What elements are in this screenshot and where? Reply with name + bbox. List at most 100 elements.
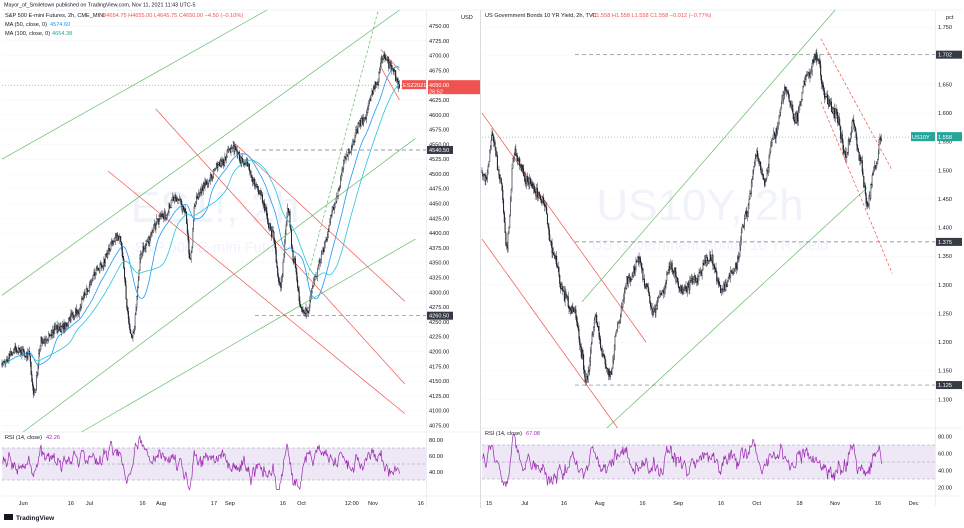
l-candle-body	[359, 120, 361, 127]
r-candle-body	[562, 289, 564, 292]
l-candle-body	[192, 227, 194, 247]
l-candle-body	[256, 184, 258, 187]
l-candle-body	[324, 241, 326, 244]
r-candle-body	[651, 308, 653, 315]
r-candle-body	[642, 268, 644, 280]
r-candle-body	[773, 132, 775, 140]
l-ytick: 4725.00	[429, 39, 449, 45]
l-candle-body	[188, 239, 190, 254]
r-candle-body	[609, 371, 611, 377]
l-candle-body	[131, 336, 133, 338]
l-candle-body	[170, 199, 172, 208]
r-candle-body	[607, 368, 609, 375]
r-candle-body	[782, 95, 784, 101]
l-candle-body	[55, 326, 57, 331]
r-candle-body	[848, 139, 850, 142]
r-candle-body	[683, 290, 685, 294]
l-candle-body	[336, 195, 338, 197]
l-candle-body	[381, 58, 383, 63]
r-candle-body	[706, 257, 708, 266]
l-candle-body	[206, 182, 208, 185]
l-candle-body	[261, 194, 263, 203]
l-candle-body	[338, 187, 340, 191]
l-candle-body	[124, 277, 126, 286]
r-candle-body	[733, 269, 735, 272]
r-candle-body	[629, 277, 631, 280]
l-ytick: 4600.00	[429, 113, 449, 119]
r-candle-body	[671, 262, 673, 273]
r-xtick: Jul	[521, 501, 528, 507]
l-candle-body	[43, 338, 45, 344]
r-candle-body	[740, 239, 742, 246]
l-candle-body	[183, 206, 185, 211]
r-candle-body	[668, 265, 670, 271]
sp500-time-axis[interactable]: Jun 16 Jul 16 Aug 17 Sep 16 Oct 12:00 Nov 16	[19, 501, 424, 507]
l-candle-body	[189, 258, 191, 260]
l-candle-body	[153, 224, 155, 233]
r-candle-body	[688, 281, 690, 290]
l-level-tag	[427, 311, 453, 320]
r-candle-body	[685, 286, 687, 289]
r-candle-body	[654, 308, 656, 313]
r-candle-body	[826, 94, 828, 97]
r-candle-body	[854, 127, 856, 132]
l-candle-body	[234, 146, 236, 153]
l-candle-body	[196, 196, 198, 199]
sp500-panel[interactable]: ES1!, 2h S&P 500 E-mini Futures 4750.004…	[1, 9, 480, 507]
r-candle-body	[566, 296, 568, 299]
l-candle-body	[211, 177, 213, 180]
r-candle-body	[822, 82, 824, 88]
l-candle-body	[297, 279, 299, 288]
r-candle-body	[697, 276, 699, 284]
r-xtick: Dec	[909, 501, 919, 507]
l-candle-body	[17, 351, 19, 353]
l-candle-body	[283, 253, 285, 263]
r-price-tag	[937, 132, 962, 142]
l-candle-body	[58, 326, 60, 330]
sp500-candles	[1, 50, 400, 399]
l-candle-body	[85, 288, 87, 296]
r-candle-body	[753, 161, 755, 167]
r-candle-body	[819, 59, 821, 66]
r-candle-body	[641, 267, 643, 269]
l-candle-body	[66, 324, 68, 327]
l-candle-body	[112, 240, 114, 244]
r-xtick: Aug	[595, 501, 605, 507]
l-candle-body	[147, 237, 149, 242]
us10y-rsi-label: RSI (14, close)	[485, 431, 522, 437]
us10y-legend-title: US Government Bonds 10 YR Yield, 2h, TVC	[485, 13, 597, 19]
l-candle-body	[132, 331, 134, 338]
r-candle-body	[669, 265, 671, 270]
r-candle-body	[582, 350, 584, 355]
r-candle-body	[556, 265, 558, 268]
l-candle-body	[217, 164, 219, 168]
us10y-panel[interactable]: US10Y, 2h US Government Bonds 10 YR Yiel…	[481, 9, 962, 507]
r-xtick: 16	[875, 501, 881, 507]
l-ytick: 4350.00	[429, 261, 449, 267]
l-candle-body	[291, 229, 293, 248]
r-candle-body	[682, 289, 684, 294]
l-candle-body	[107, 254, 109, 258]
r-candle-body	[797, 112, 799, 122]
r-candle-body	[816, 52, 818, 61]
us10y-yield-axis[interactable]: 1.7501.7001.6501.6001.5501.5001.4501.400…	[938, 25, 952, 403]
us10y-time-axis[interactable]: 15 Jul 16 Aug 16 Sep 16 Oct 18 Nov 16 Dec	[486, 501, 919, 507]
l-candle-body	[175, 195, 177, 200]
r-candle-body	[679, 287, 681, 291]
sp500-price-axis[interactable]: 4750.00 4725.00 4700.00 4675.00 4650.00 4625.…	[429, 24, 449, 430]
r-candle-body	[525, 181, 527, 184]
l-candle-body	[196, 196, 198, 204]
r-candle-body	[543, 203, 545, 206]
r-ytick: 1.350	[938, 254, 952, 260]
l-candle-body	[71, 312, 73, 314]
r-candle-body	[670, 264, 672, 270]
sp500-rsi-pane: 80.00 60.00 40.00	[2, 434, 443, 491]
l-candle-body	[351, 144, 353, 151]
r-candle-body	[695, 278, 697, 282]
r-candle-body	[693, 279, 695, 283]
r-candle-body	[827, 94, 829, 105]
r-candle-body	[794, 113, 796, 123]
r-candle-body	[603, 354, 605, 356]
r-candle-body	[526, 176, 528, 183]
